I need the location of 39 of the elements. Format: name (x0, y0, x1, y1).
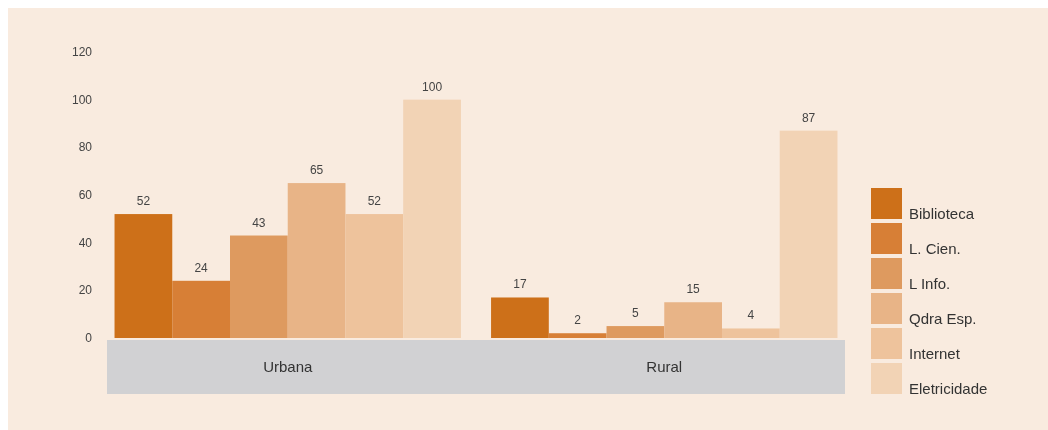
x-tick-label: Urbana (263, 358, 313, 375)
bar (722, 328, 780, 338)
data-label: 5 (632, 306, 640, 321)
legend-label: L. Cien. (909, 240, 961, 257)
bar (664, 302, 722, 338)
bar (779, 130, 838, 338)
data-label: 15 (686, 282, 701, 297)
bar (403, 99, 461, 338)
legend-label: Internet (909, 345, 961, 362)
data-label: 2 (574, 313, 582, 328)
bar (548, 333, 607, 338)
y-tick-label: 60 (78, 188, 93, 202)
data-label: 87 (801, 110, 816, 125)
bar (491, 297, 549, 338)
bar (606, 326, 665, 338)
bar (230, 235, 288, 338)
legend-label: L Info. (909, 275, 951, 292)
legend-label: Biblioteca (909, 205, 975, 222)
legend-label: Qdra Esp. (909, 310, 977, 327)
y-tick-label: 100 (71, 92, 93, 107)
bar (114, 214, 173, 338)
data-label: 52 (367, 194, 382, 209)
y-tick-label: 20 (78, 283, 93, 298)
data-label: 24 (194, 260, 209, 275)
legend-label: Eletricidade (909, 380, 988, 397)
bar (345, 214, 404, 338)
data-label: 43 (252, 215, 266, 230)
data-label: 17 (513, 277, 527, 292)
x-tick-label: Rural (646, 358, 683, 375)
y-tick-label: 0 (85, 331, 93, 345)
bar (172, 280, 230, 338)
data-label: 52 (136, 194, 151, 209)
y-tick-label: 40 (78, 235, 93, 250)
data-label: 100 (422, 79, 443, 94)
data-label: 4 (747, 308, 755, 323)
data-label: 65 (309, 163, 324, 178)
bar (287, 183, 346, 338)
y-tick-label: 120 (71, 45, 93, 59)
y-tick-label: 80 (78, 140, 93, 155)
